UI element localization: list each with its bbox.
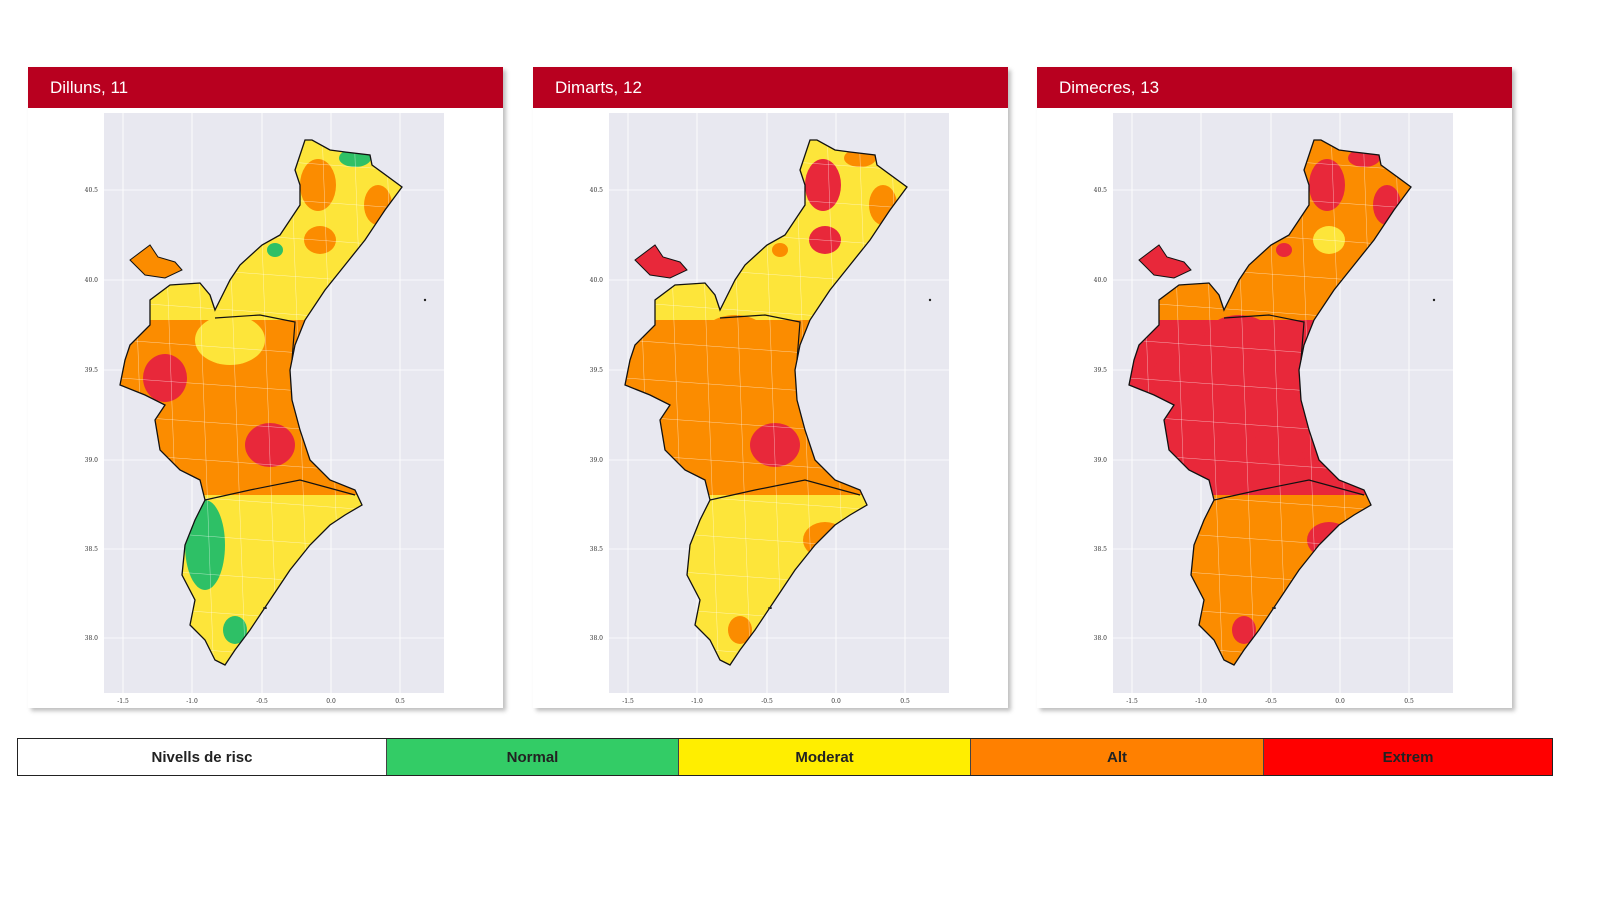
municipality-area — [223, 616, 247, 644]
risk-map: 40.5 40.0 39.5 39.0 38.5 38.0 -1.5 -1.0 -0.5 0.0 0… — [1094, 113, 1453, 705]
y-tick-label: 39.0 — [85, 457, 99, 464]
province-border — [709, 479, 861, 501]
y-tick-label: 40.0 — [590, 277, 604, 284]
municipality-area — [728, 616, 752, 644]
panel-title: Dimecres, 13 — [1037, 67, 1512, 108]
legend-item-extrem: Extrem — [1263, 739, 1552, 775]
municipality-area — [267, 243, 283, 257]
columbretes-islands — [928, 298, 932, 302]
x-tick-label: -0.5 — [761, 698, 773, 705]
x-tick-label: -0.5 — [1265, 698, 1277, 705]
municipality-area — [1254, 423, 1304, 467]
region-outline — [1128, 139, 1412, 666]
columbretes-islands — [423, 298, 427, 302]
municipality-area — [143, 354, 187, 402]
x-tick-label: 0.0 — [831, 698, 841, 705]
region-outline — [624, 139, 908, 666]
municipality-area — [1313, 226, 1345, 254]
columbretes-islands — [1432, 298, 1436, 302]
municipality-area — [1194, 500, 1234, 590]
map-panel-wednesday: Dimecres, 13 40.5 40.0 39.5 39.0 38.5 38.0 -1.… — [1037, 67, 1512, 708]
province-border — [719, 314, 801, 361]
legend-item-normal: Normal — [386, 739, 678, 775]
y-tick-label: 38.0 — [590, 635, 604, 642]
y-tick-label: 39.5 — [590, 367, 604, 374]
province-border — [214, 314, 296, 361]
y-tick-label: 38.5 — [1094, 546, 1108, 553]
y-tick-label: 40.5 — [590, 187, 604, 194]
tabarca-island — [1272, 607, 1276, 609]
x-tick-label: -1.0 — [1195, 698, 1207, 705]
x-tick-label: 0.0 — [1335, 698, 1345, 705]
x-tick-label: -1.0 — [691, 698, 703, 705]
x-tick-label: 0.5 — [1404, 698, 1414, 705]
rincon-de-ademuz-enclave — [129, 244, 183, 279]
rincon-de-ademuz-enclave — [634, 244, 688, 279]
municipality-area — [1309, 159, 1345, 211]
y-tick-label: 38.5 — [85, 546, 99, 553]
rincon-de-ademuz-enclave — [1138, 244, 1192, 279]
map-panel-monday: Dilluns, 11 40.5 40.0 39.5 39.0 38.5 38.0 -1.5… — [28, 67, 503, 708]
y-tick-label: 39.0 — [1094, 457, 1108, 464]
province-border — [1223, 314, 1305, 361]
municipality-area — [700, 315, 770, 365]
y-tick-label: 39.5 — [1094, 367, 1108, 374]
municipality-area — [245, 423, 295, 467]
x-tick-label: 0.5 — [395, 698, 405, 705]
municipality-area — [805, 159, 841, 211]
municipality-area — [648, 354, 692, 402]
legend-item-alt: Alt — [970, 739, 1263, 775]
x-tick-label: -0.5 — [256, 698, 268, 705]
x-tick-label: -1.0 — [186, 698, 198, 705]
province-border — [1213, 479, 1365, 501]
y-tick-label: 40.5 — [85, 187, 99, 194]
x-tick-label: 0.0 — [326, 698, 336, 705]
risk-legend: Nivells de risc Normal Moderat Alt Extre… — [17, 738, 1553, 776]
x-tick-label: -1.5 — [1126, 698, 1138, 705]
panel-title: Dilluns, 11 — [28, 67, 503, 108]
municipality-area — [809, 226, 841, 254]
municipality-area — [1232, 616, 1256, 644]
y-tick-label: 39.5 — [85, 367, 99, 374]
tabarca-island — [768, 607, 772, 609]
municipality-area — [304, 226, 336, 254]
y-tick-label: 38.0 — [85, 635, 99, 642]
tabarca-island — [263, 607, 267, 609]
municipality-area — [1204, 315, 1274, 365]
municipality-area — [1152, 354, 1196, 402]
province-border — [204, 479, 356, 501]
risk-map: 40.5 40.0 39.5 39.0 38.5 38.0 -1.5 -1.0 -0.5 0.0 0… — [590, 113, 949, 705]
panel-title: Dimarts, 12 — [533, 67, 1008, 108]
y-tick-label: 39.0 — [590, 457, 604, 464]
municipality-area — [1276, 243, 1292, 257]
y-tick-label: 40.5 — [1094, 187, 1108, 194]
municipality-area — [750, 423, 800, 467]
y-tick-label: 38.0 — [1094, 635, 1108, 642]
x-tick-label: -1.5 — [117, 698, 129, 705]
map-panel-tuesday: Dimarts, 12 40.5 40.0 39.5 39.0 38.5 38.0 -1.5… — [533, 67, 1008, 708]
region-outline — [119, 139, 403, 666]
risk-map: 40.5 40.0 39.5 39.0 38.5 38.0 -1.5 -1.0 -0.5 0.0 0… — [85, 113, 444, 705]
municipality-area — [185, 500, 225, 590]
x-tick-label: -1.5 — [622, 698, 634, 705]
municipality-area — [300, 159, 336, 211]
municipality-area — [772, 243, 788, 257]
x-tick-label: 0.5 — [900, 698, 910, 705]
municipality-area — [690, 500, 730, 590]
municipality-area — [195, 315, 265, 365]
legend-title: Nivells de risc — [18, 739, 386, 775]
y-tick-label: 38.5 — [590, 546, 604, 553]
legend-item-moderat: Moderat — [678, 739, 970, 775]
y-tick-label: 40.0 — [85, 277, 99, 284]
y-tick-label: 40.0 — [1094, 277, 1108, 284]
